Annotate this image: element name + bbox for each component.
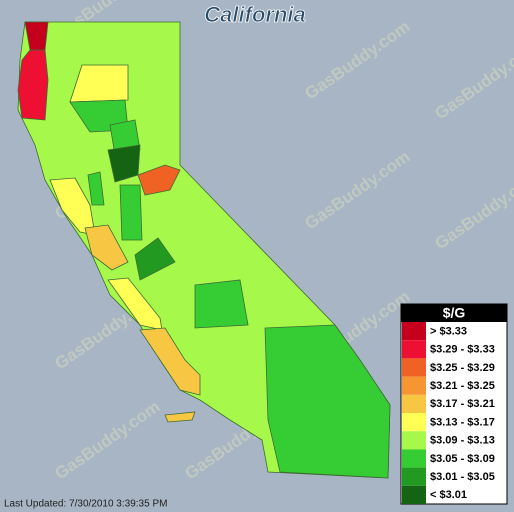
county bbox=[137, 164, 181, 196]
legend-swatch bbox=[402, 485, 426, 504]
legend-swatch bbox=[402, 340, 426, 359]
legend: $/G > $3.33 $3.29 - $3.33 $3.25 - $3.29 $3.… bbox=[400, 303, 508, 505]
legend-header bbox=[401, 304, 507, 322]
legend-swatch bbox=[402, 449, 426, 468]
county bbox=[84, 224, 129, 271]
legend-swatch bbox=[402, 376, 426, 395]
legend-label: > $3.33 bbox=[430, 325, 467, 337]
county bbox=[17, 49, 49, 121]
legend-label: $3.21 - $3.25 bbox=[430, 380, 495, 392]
legend-label: $3.17 - $3.21 bbox=[430, 398, 495, 410]
legend-label: < $3.01 bbox=[430, 489, 467, 501]
county bbox=[69, 64, 129, 103]
map-title: California bbox=[204, 2, 305, 27]
legend-swatch bbox=[402, 431, 426, 450]
county bbox=[87, 171, 105, 206]
county bbox=[139, 327, 201, 396]
last-updated: Last Updated: 7/30/2010 3:39:35 PM bbox=[4, 499, 167, 510]
legend-label: $3.05 - $3.09 bbox=[430, 453, 495, 465]
legend-label: $3.13 - $3.17 bbox=[430, 416, 495, 428]
legend-title: $/G bbox=[443, 305, 466, 321]
legend-label: $3.29 - $3.33 bbox=[430, 344, 495, 356]
county bbox=[164, 411, 196, 423]
county bbox=[264, 324, 391, 479]
county bbox=[194, 279, 249, 329]
county bbox=[134, 237, 176, 281]
legend-swatch bbox=[402, 467, 426, 486]
state bbox=[17, 21, 391, 479]
legend-label: $3.01 - $3.05 bbox=[430, 471, 495, 483]
county bbox=[107, 277, 163, 331]
legend-label: $3.09 - $3.13 bbox=[430, 435, 495, 447]
legend-swatch bbox=[402, 322, 426, 341]
county bbox=[119, 184, 143, 241]
legend-swatch bbox=[402, 394, 426, 413]
legend-swatch bbox=[402, 413, 426, 432]
legend-swatch bbox=[402, 358, 426, 377]
legend-label: $3.25 - $3.29 bbox=[430, 362, 495, 374]
